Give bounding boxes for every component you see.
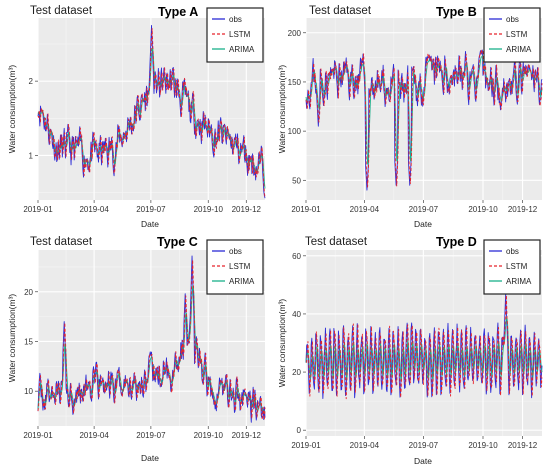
y-tick-label: 100 [288,127,302,136]
series-line-obs [305,293,543,399]
panel-title: Type D [436,235,477,249]
legend: obs LSTM ARIMA [206,239,264,295]
legend-label-arima: ARIMA [506,277,532,286]
legend: obs LSTM ARIMA [206,7,264,63]
x-tick-label: 2019-07 [136,431,166,440]
legend-box [483,239,541,295]
x-tick-label: 2019-04 [350,205,380,214]
legend-box [206,239,264,295]
y-tick-label: 20 [24,288,33,297]
x-tick-label: 2019-04 [350,441,380,450]
x-tick-label: 2019-04 [79,431,109,440]
x-tick-label: 2019-01 [23,431,53,440]
legend-label-lstm: LSTM [506,262,528,271]
y-axis-label: Water consumption(m³) [277,299,287,388]
series-line-lstm [305,49,543,188]
x-tick-label: 2019-10 [468,441,498,450]
x-axis-label: Date [141,219,159,229]
y-tick-label: 200 [288,29,302,38]
y-tick-label: 40 [292,310,301,319]
x-tick-label: 2019-07 [409,205,439,214]
x-tick-label: 2019-12 [508,205,538,214]
y-tick-label: 2 [29,77,34,86]
y-axis-label: Water consumption(m³) [277,65,287,154]
x-tick-label: 2019-12 [508,441,538,450]
panel-type-c: 2019-01 2019-04 2019-07 2019-10 2019-12 10 15 2… [7,235,266,463]
panel-title: Type C [157,235,198,249]
x-tick-label: 2019-01 [23,205,53,214]
legend: obs LSTM ARIMA [483,7,541,63]
panel-title: Type B [436,5,477,19]
series-line-lstm [305,292,543,400]
legend-label-arima: ARIMA [229,277,255,286]
x-tick-label: 2019-01 [291,441,321,450]
panel-type-a: 2019-01 2019-04 2019-07 2019-10 2019-12 1 2 Tes… [7,5,266,229]
legend-box [206,7,264,63]
y-axis-label: Water consumption(m³) [7,294,17,383]
x-axis-label: Date [141,453,159,463]
series-line-obs [37,255,266,423]
x-tick-label: 2019-12 [232,431,262,440]
y-axis-label: Water consumption(m³) [7,65,17,154]
x-tick-label: 2019-04 [79,205,109,214]
y-tick-label: 0 [297,426,302,435]
x-tick-label: 2019-01 [291,205,321,214]
series-line-lstm [37,259,266,421]
legend-label-arima: ARIMA [506,45,532,54]
x-axis-label: Date [414,219,432,229]
dataset-title: Test dataset [30,5,93,17]
legend-label-obs: obs [229,15,242,24]
x-tick-label: 2019-12 [232,205,262,214]
panel-type-b: 2019-01 2019-04 2019-07 2019-10 2019-12 50 100… [277,5,543,229]
dataset-title: Test dataset [309,5,372,17]
legend-box [483,7,541,63]
legend: obs LSTM ARIMA [483,239,541,295]
dataset-title: Test dataset [305,236,368,248]
x-tick-label: 2019-10 [194,431,224,440]
y-tick-label: 60 [292,252,301,261]
panel-title: Type A [158,5,198,19]
x-tick-label: 2019-10 [194,205,224,214]
y-tick-label: 150 [288,78,302,87]
y-tick-label: 1 [29,151,34,160]
panel-type-d: 2019-01 2019-04 2019-07 2019-10 2019-12 0 20 40… [277,235,543,466]
legend-label-obs: obs [506,15,519,24]
legend-label-arima: ARIMA [229,45,255,54]
y-tick-label: 20 [292,368,301,377]
legend-label-obs: obs [506,247,519,256]
legend-label-lstm: LSTM [506,30,528,39]
legend-label-obs: obs [229,247,242,256]
y-tick-label: 50 [292,176,301,185]
y-tick-label: 10 [24,387,33,396]
series-line-arima [37,47,266,189]
legend-label-lstm: LSTM [229,30,251,39]
x-axis-label: Date [414,456,432,466]
x-tick-label: 2019-10 [468,205,498,214]
dataset-title: Test dataset [30,236,93,248]
y-tick-label: 15 [24,337,33,346]
x-tick-label: 2019-07 [409,441,439,450]
x-tick-label: 2019-07 [136,205,166,214]
legend-label-lstm: LSTM [229,262,251,271]
